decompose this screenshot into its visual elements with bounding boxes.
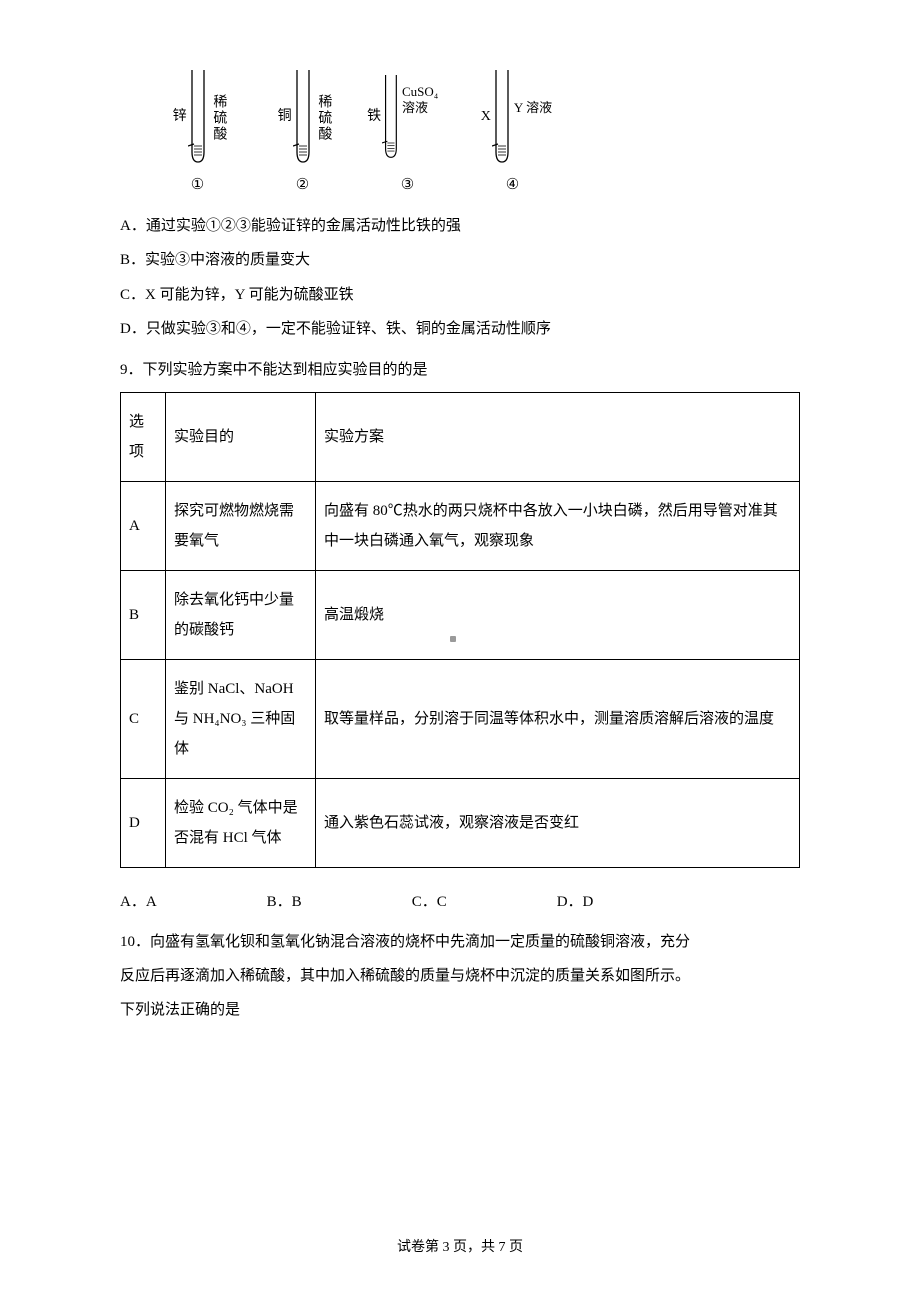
q10-line3: 下列说法正确的是 xyxy=(120,995,800,1025)
experiment-diagram-row: 锌 稀硫酸 ① 铜 稀硫酸 xyxy=(155,70,800,200)
q9-table: 选项 实验目的 实验方案 A 探究可燃物燃烧需要氧气 向盛有 80℃热水的两只烧… xyxy=(120,392,800,868)
q9-b-purpose: 除去氧化钙中少量的碳酸钙 xyxy=(166,571,316,660)
q9-choice-a: A．A xyxy=(120,888,157,917)
tube-4-right-label: Y 溶液 xyxy=(514,100,552,116)
q9-d-opt: D xyxy=(121,779,166,868)
q9-header-plan: 实验方案 xyxy=(316,393,800,482)
tube-4: X Y 溶液 ④ xyxy=(470,70,555,200)
q8-option-a: A．通过实验①②③能验证锌的金属活动性比铁的强 xyxy=(120,212,800,241)
tube-2-right-label: 稀硫酸 xyxy=(315,94,332,142)
table-row: A 探究可燃物燃烧需要氧气 向盛有 80℃热水的两只烧杯中各放入一小块白磷，然后… xyxy=(121,482,800,571)
page-footer: 试卷第 3 页，共 7 页 xyxy=(0,1235,920,1262)
q9-b-plan: 高温煅烧 xyxy=(316,571,800,660)
tube-2-number: ② xyxy=(296,171,309,200)
tube-1-right-label: 稀硫酸 xyxy=(210,94,227,142)
table-row: D 检验 CO₂ 气体中是否混有 HCl 气体 通入紫色石蕊试液，观察溶液是否变… xyxy=(121,779,800,868)
tube-2: 铜 稀硫酸 ② xyxy=(260,70,345,200)
test-tube-icon xyxy=(492,70,512,165)
q9-choices: A．A B．B C．C D．D xyxy=(120,888,800,917)
table-row: 选项 实验目的 实验方案 xyxy=(121,393,800,482)
q9-a-purpose: 探究可燃物燃烧需要氧气 xyxy=(166,482,316,571)
q10-line2: 反应后再逐滴加入稀硫酸，其中加入稀硫酸的质量与烧杯中沉淀的质量关系如图所示。 xyxy=(120,961,800,991)
q9-choice-c: C．C xyxy=(412,888,447,917)
q10-line1: 10．向盛有氢氧化钡和氢氧化钠混合溶液的烧杯中先滴加一定质量的硫酸铜溶液，充分 xyxy=(120,927,800,957)
q9-choice-b: B．B xyxy=(267,888,302,917)
q9-a-opt: A xyxy=(121,482,166,571)
q9-a-plan: 向盛有 80℃热水的两只烧杯中各放入一小块白磷，然后用导管对准其中一块白磷通入氧… xyxy=(316,482,800,571)
table-row: C 鉴别 NaCl、NaOH 与 NH₄NO₃ 三种固体 取等量样品，分别溶于同… xyxy=(121,660,800,779)
q8-option-c: C．X 可能为锌，Y 可能为硫酸亚铁 xyxy=(120,281,800,310)
q9-header-purpose: 实验目的 xyxy=(166,393,316,482)
tube-1: 锌 稀硫酸 ① xyxy=(155,70,240,200)
table-row: B 除去氧化钙中少量的碳酸钙 高温煅烧 xyxy=(121,571,800,660)
q9-d-plan: 通入紫色石蕊试液，观察溶液是否变红 xyxy=(316,779,800,868)
q9-c-plan: 取等量样品，分别溶于同温等体积水中，测量溶质溶解后溶液的温度 xyxy=(316,660,800,779)
tube-1-left-label: 锌 xyxy=(169,104,187,131)
q8-option-d: D．只做实验③和④，一定不能验证锌、铁、铜的金属活动性顺序 xyxy=(120,315,800,344)
tube-3-left-label: 铁 xyxy=(365,104,381,131)
q9-b-opt: B xyxy=(121,571,166,660)
tube-4-left-label: X xyxy=(473,104,491,131)
tube-3: 铁 CuSO₄溶液 ③ xyxy=(365,70,450,200)
page-marker-dot xyxy=(450,636,456,642)
q9-c-opt: C xyxy=(121,660,166,779)
q8-option-b: B．实验③中溶液的质量变大 xyxy=(120,246,800,275)
q9-header-opt: 选项 xyxy=(121,393,166,482)
q9-choice-d: D．D xyxy=(557,888,594,917)
tube-3-right-label: CuSO₄溶液 xyxy=(402,84,450,115)
tube-3-number: ③ xyxy=(401,171,414,200)
tube-4-number: ④ xyxy=(506,171,519,200)
test-tube-icon xyxy=(382,70,400,165)
tube-1-number: ① xyxy=(191,171,204,200)
q9-c-purpose: 鉴别 NaCl、NaOH 与 NH₄NO₃ 三种固体 xyxy=(166,660,316,779)
q9-stem: 9．下列实验方案中不能达到相应实验目的的是 xyxy=(120,356,800,385)
q9-d-purpose: 检验 CO₂ 气体中是否混有 HCl 气体 xyxy=(166,779,316,868)
test-tube-icon xyxy=(293,70,313,165)
tube-2-left-label: 铜 xyxy=(274,104,292,131)
test-tube-icon xyxy=(188,70,208,165)
